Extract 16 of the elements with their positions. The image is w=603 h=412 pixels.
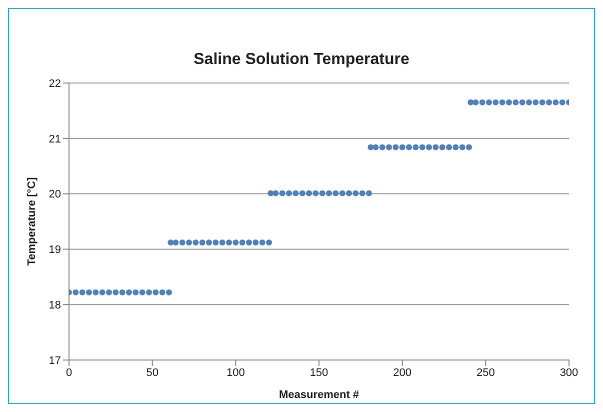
y-tick-label: 21 <box>48 133 61 146</box>
x-tick-label: 150 <box>310 366 328 379</box>
x-tick-label: 250 <box>476 366 495 379</box>
x-tick-label: 0 <box>66 366 72 379</box>
x-axis-title: Measurement # <box>278 389 360 401</box>
chart-title: Saline Solution Temperature <box>192 50 410 70</box>
y-tick-label: 22 <box>48 78 61 90</box>
y-tick-label: 17 <box>48 354 61 367</box>
x-tick-label: 300 <box>560 366 578 379</box>
y-axis-title: Temperature [°C] <box>26 176 38 266</box>
x-tick-label: 50 <box>146 366 158 379</box>
x-tick-label: 100 <box>226 366 245 379</box>
x-tick-label: 200 <box>393 366 412 379</box>
y-tick-label: 19 <box>48 244 61 256</box>
y-tick-label: 20 <box>48 188 61 201</box>
y-tick-label: 18 <box>48 300 61 312</box>
